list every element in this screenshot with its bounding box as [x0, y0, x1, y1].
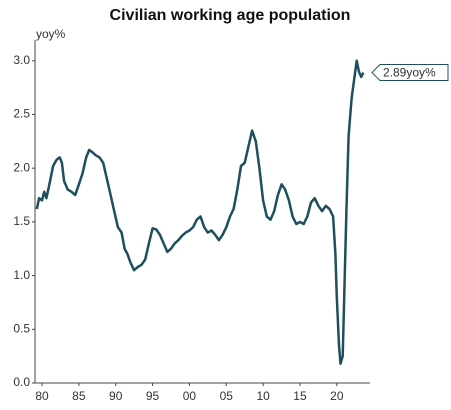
x-tick-label: 10: [256, 389, 270, 403]
y-tick-label: 3.0: [13, 53, 30, 67]
y-tick-label: 2.0: [13, 160, 30, 174]
x-tick-label: 05: [220, 389, 234, 403]
y-axis-label: yoy%: [36, 27, 66, 41]
y-tick-label: 1.5: [13, 214, 30, 228]
annotation-label: 2.89yoy%: [383, 66, 436, 80]
y-tick-label: 2.5: [13, 107, 30, 121]
x-tick-label: 20: [330, 389, 344, 403]
line: [35, 59, 365, 365]
y-tick-label: 0.0: [13, 375, 30, 389]
y-tick-label: 1.0: [13, 268, 30, 282]
x-tick-label: 15: [293, 389, 307, 403]
x-tick-label: 80: [35, 389, 49, 403]
x-tick-label: 90: [109, 389, 123, 403]
annotation-box: [371, 64, 449, 82]
chart-title: Civilian working age population: [110, 7, 351, 24]
x-tick-label: 85: [72, 389, 86, 403]
x-tick-label: 95: [146, 389, 160, 403]
y-tick-label: 0.5: [13, 321, 30, 335]
x-tick-label: 00: [183, 389, 197, 403]
